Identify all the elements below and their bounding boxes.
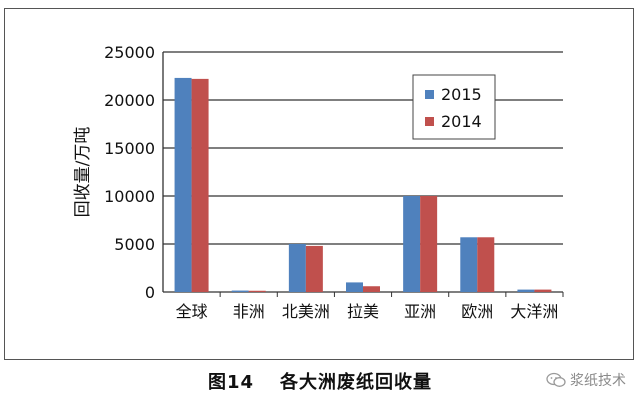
watermark-text: 浆纸技术	[570, 373, 626, 389]
bar	[231, 290, 249, 292]
bar	[403, 196, 421, 292]
chart-frame	[4, 8, 634, 360]
bar	[191, 78, 209, 292]
x-tick-label: 亚洲	[404, 302, 436, 321]
bar	[460, 237, 478, 292]
figure-number: 图14	[207, 372, 255, 393]
bar	[346, 282, 363, 292]
bar	[288, 244, 306, 292]
bar	[534, 289, 552, 292]
x-tick-label: 欧洲	[461, 302, 493, 321]
watermark: 浆纸技术	[546, 370, 626, 390]
x-tick-label: 拉美	[347, 302, 379, 321]
y-tick-label: 5000	[114, 235, 155, 254]
legend-swatch	[425, 90, 434, 99]
x-tick-label: 非洲	[233, 302, 265, 321]
bar	[363, 286, 380, 292]
x-tick-label: 全球	[176, 302, 208, 321]
y-tick-label: 0	[145, 283, 155, 302]
x-tick-label: 北美洲	[282, 302, 330, 321]
y-tick-label: 15000	[104, 139, 155, 158]
legend-swatch	[425, 117, 434, 126]
y-tick-label: 25000	[104, 43, 155, 62]
y-tick-label: 20000	[104, 91, 155, 110]
bar	[305, 245, 323, 292]
bar	[248, 290, 266, 292]
figure-caption: 图14 各大洲废纸回收量	[0, 368, 640, 394]
bar	[174, 77, 192, 292]
wechat-icon	[546, 372, 566, 387]
y-axis-title: 回收量/万吨	[73, 127, 93, 218]
figure-title: 各大洲废纸回收量	[280, 372, 433, 393]
bar	[420, 196, 438, 292]
legend-label: 2015	[441, 85, 482, 104]
bar	[477, 237, 495, 292]
x-tick-label: 大洋洲	[510, 302, 558, 321]
legend-label: 2014	[441, 112, 482, 131]
bar	[517, 289, 535, 292]
legend-box	[412, 74, 496, 140]
y-tick-label: 10000	[104, 187, 155, 206]
